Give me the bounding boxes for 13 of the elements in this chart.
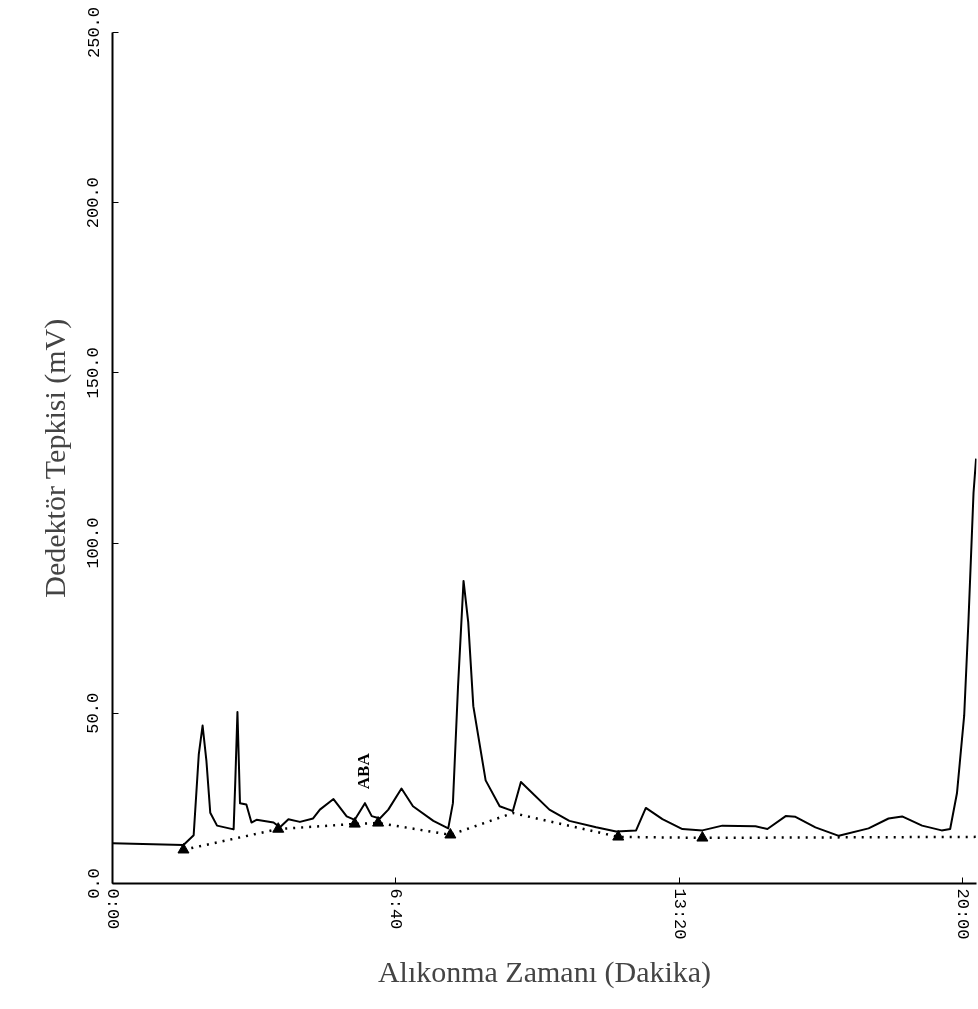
x-tick-label: 20:00: [952, 888, 972, 940]
annotation: ABA: [353, 752, 373, 790]
y-tick-label: 0.0: [84, 868, 104, 899]
y-tick-label: 200.0: [84, 177, 104, 229]
y-tick-label: 50.0: [84, 692, 104, 734]
x-tick-label: 13:20: [669, 888, 689, 940]
x-tick-label: 0:00: [103, 888, 122, 930]
x-tick-label: 6:40: [386, 888, 406, 930]
y-axis-title: Dedektör Tepkisi (mV): [37, 318, 72, 598]
y-tick-label: 250.0: [84, 6, 104, 58]
y-tick-label: 100.0: [84, 517, 104, 569]
x-axis-title: Alıkonma Zamanı (Dakika): [377, 954, 712, 989]
y-tick-label: 150.0: [84, 347, 104, 399]
